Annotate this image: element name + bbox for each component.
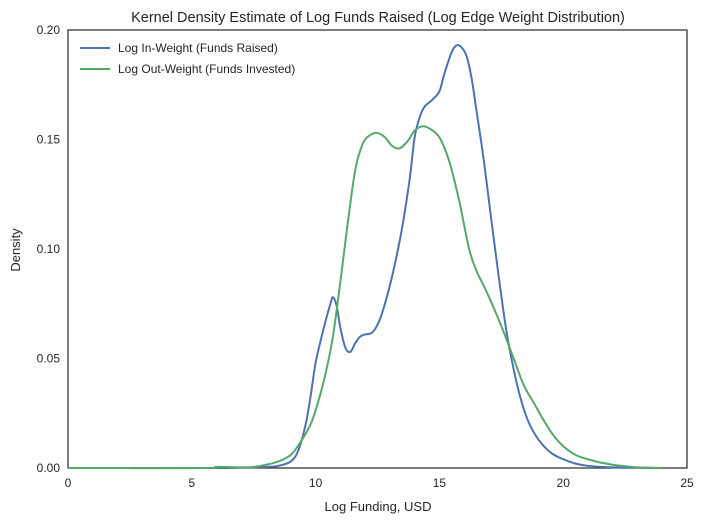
legend-label: Log In-Weight (Funds Raised) (118, 41, 278, 55)
y-axis-label: Density (8, 228, 23, 272)
y-tick-label: 0.00 (37, 461, 61, 475)
x-tick-label: 20 (557, 476, 571, 490)
x-tick-label: 15 (433, 476, 447, 490)
y-tick-label: 0.20 (37, 23, 61, 37)
series-lines (67, 44, 663, 470)
x-axis-ticks: 0 5 10 15 20 25 (65, 476, 694, 490)
legend-label: Log Out-Weight (Funds Invested) (118, 62, 295, 76)
x-tick-label: 25 (680, 476, 694, 490)
x-tick-label: 10 (309, 476, 323, 490)
y-tick-label: 0.10 (37, 242, 61, 256)
x-tick-label: 0 (65, 476, 72, 490)
x-tick-label: 5 (188, 476, 195, 490)
chart-title: Kernel Density Estimate of Log Funds Rai… (131, 10, 625, 26)
legend: Log In-Weight (Funds Raised) Log Out-Weig… (80, 41, 295, 76)
series-line-out-weight (67, 125, 663, 470)
y-tick-label: 0.15 (37, 133, 61, 147)
plot-area-frame (67, 29, 688, 469)
y-tick-label: 0.05 (37, 352, 61, 366)
y-axis-ticks: 0.00 0.05 0.10 0.15 0.20 (37, 23, 61, 475)
x-axis-label: Log Funding, USD (325, 499, 432, 514)
series-line-in-weight (67, 44, 663, 470)
